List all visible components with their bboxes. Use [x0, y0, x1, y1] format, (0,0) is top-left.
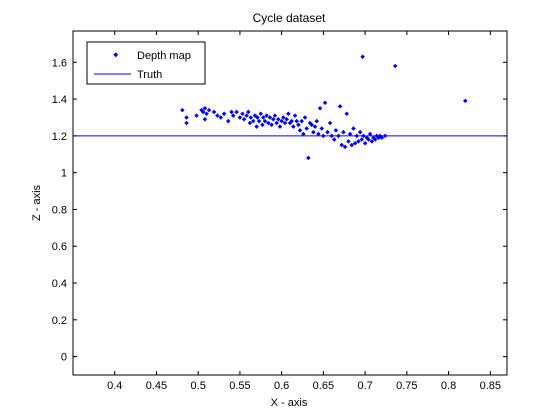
data-point	[184, 120, 189, 126]
data-point	[294, 118, 299, 124]
y-tick-label: 0.4	[52, 278, 67, 290]
data-point	[325, 129, 330, 135]
data-point	[234, 109, 239, 115]
data-point	[299, 118, 304, 124]
data-point	[261, 115, 266, 120]
data-point	[357, 129, 363, 135]
data-point	[327, 120, 333, 126]
data-point	[362, 140, 368, 146]
data-point	[351, 126, 356, 131]
data-point	[289, 118, 294, 124]
y-tick-label: 0	[61, 352, 67, 364]
data-point	[341, 129, 346, 135]
legend: Depth map Truth	[86, 41, 206, 85]
data-point	[369, 139, 375, 144]
data-point	[180, 107, 185, 113]
data-point	[251, 118, 256, 124]
data-point	[316, 131, 321, 137]
data-point	[258, 111, 264, 117]
y-tick-label: 0.2	[52, 315, 67, 327]
data-point	[215, 113, 220, 118]
x-axis-ticks: 0.4 0.45 0.5 0.55 0.6 0.65 0.7 0.75 0.8 0.85	[107, 31, 501, 392]
data-point	[367, 131, 373, 137]
x-axis-label: X - axis	[271, 397, 308, 409]
x-tick-label: 0.45	[146, 380, 167, 392]
y-tick-label: 1.4	[52, 94, 67, 106]
x-tick-label: 0.4	[107, 380, 122, 392]
x-tick-label: 0.85	[480, 380, 501, 392]
plot-area	[72, 30, 508, 376]
x-tick-label: 0.8	[441, 380, 456, 392]
y-tick-label: 0.6	[52, 241, 67, 253]
legend-label-truth: Truth	[137, 69, 162, 81]
x-tick-label: 0.75	[396, 380, 417, 392]
data-point	[346, 139, 351, 144]
data-point	[246, 109, 251, 115]
data-point	[352, 140, 358, 146]
data-point	[347, 131, 353, 137]
y-axis-label: Z - axis	[31, 184, 43, 221]
x-tick-label: 0.5	[191, 380, 206, 392]
data-point	[266, 120, 271, 126]
legend-label-depth-map: Depth map	[137, 50, 191, 62]
data-point	[317, 105, 323, 111]
data-point	[312, 124, 318, 129]
data-point	[194, 113, 199, 118]
x-tick-label: 0.7	[357, 380, 372, 392]
y-axis-ticks: 0 0.2 0.4 0.6 0.8 1 1.2 1.4 1.6	[52, 57, 507, 364]
data-point	[301, 131, 306, 137]
y-tick-label: 0.8	[52, 204, 67, 216]
x-tick-label: 0.6	[274, 380, 289, 392]
data-point	[356, 139, 361, 144]
data-point	[184, 115, 189, 120]
legend-marker-depth-map	[113, 52, 119, 58]
data-point	[311, 129, 316, 135]
data-point	[379, 135, 385, 140]
data-point	[200, 109, 206, 115]
chart-title: Cycle dataset	[253, 11, 326, 25]
y-tick-label: 1.2	[52, 131, 67, 143]
data-point	[322, 100, 328, 106]
y-tick-label: 1	[61, 168, 67, 180]
x-tick-label: 0.65	[313, 380, 334, 392]
x-tick-label: 0.55	[229, 380, 250, 392]
legend-box	[86, 41, 206, 85]
data-point	[271, 117, 276, 122]
y-tick-label: 1.6	[52, 57, 67, 69]
data-point	[248, 115, 254, 120]
data-point	[229, 109, 234, 115]
